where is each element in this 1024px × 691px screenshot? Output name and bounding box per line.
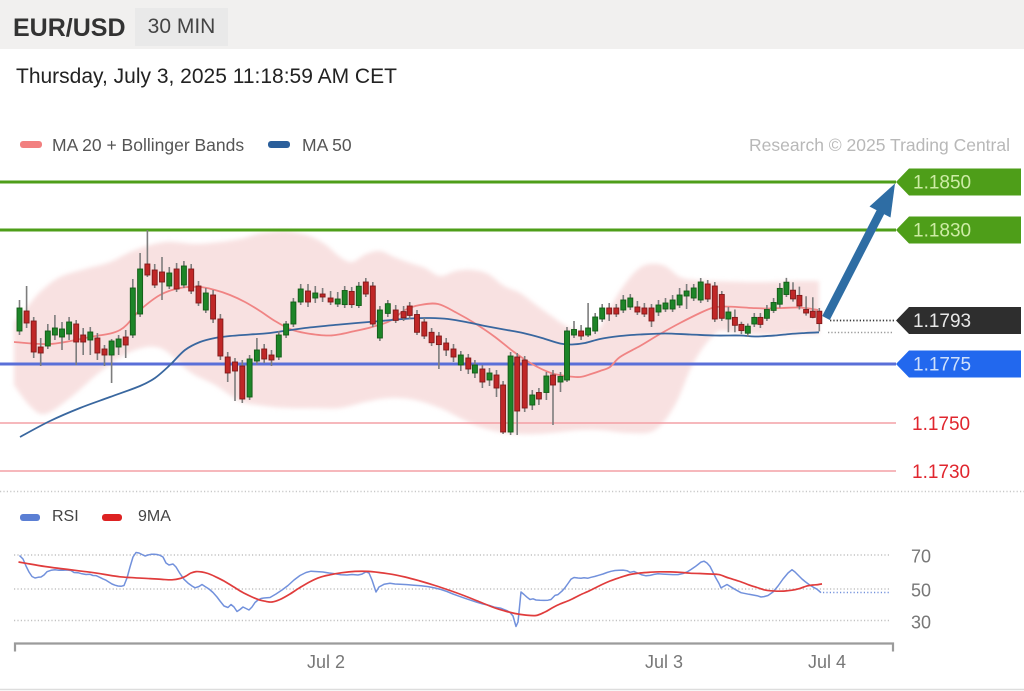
svg-text:1.1850: 1.1850 [913, 173, 971, 194]
svg-text:Jul 4: Jul 4 [808, 652, 846, 672]
svg-text:70: 70 [911, 547, 931, 567]
svg-text:Jul 2: Jul 2 [307, 652, 345, 672]
svg-text:1.1830: 1.1830 [913, 221, 971, 242]
svg-text:1.1793: 1.1793 [913, 311, 971, 332]
svg-text:Jul 3: Jul 3 [645, 652, 683, 672]
svg-text:30: 30 [911, 613, 931, 633]
svg-text:1.1730: 1.1730 [912, 462, 970, 483]
svg-text:1.1750: 1.1750 [912, 414, 970, 435]
svg-text:1.1775: 1.1775 [913, 355, 971, 376]
svg-text:50: 50 [911, 581, 931, 601]
